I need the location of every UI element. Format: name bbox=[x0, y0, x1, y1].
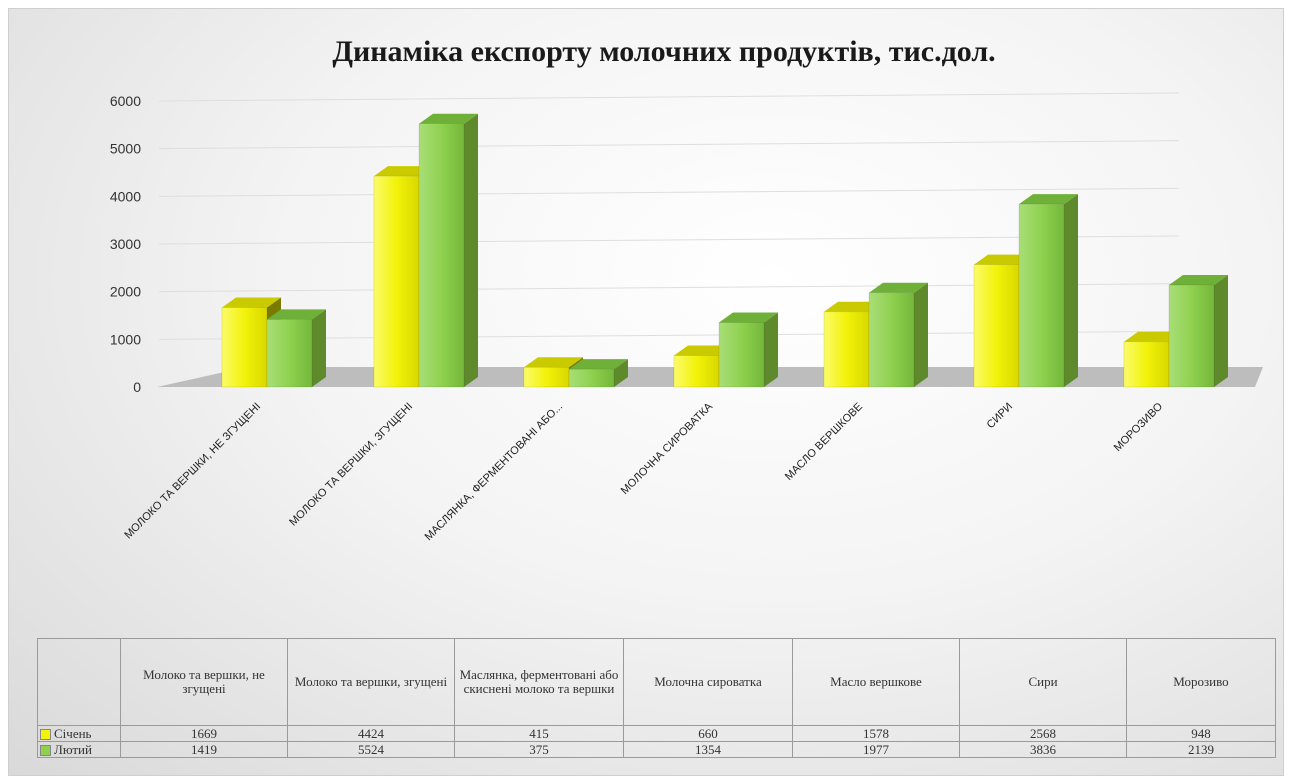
bar-top bbox=[1019, 194, 1078, 205]
bar-side bbox=[1064, 194, 1078, 387]
chart-frame: Динаміка експорту молочних продуктів, ти… bbox=[8, 8, 1284, 776]
table-corner bbox=[37, 638, 121, 726]
table-cell: 1669 bbox=[120, 725, 288, 742]
table-cell: 415 bbox=[454, 725, 624, 742]
table-row-lyutyi: Лютий 1419 5524 375 1354 1977 3836 2139 bbox=[37, 741, 1276, 758]
legend-entry-sichen: Січень bbox=[37, 725, 121, 742]
x-tick-label: МАСЛЯНКА, ФЕРМЕНТОВАНІ АБО... bbox=[423, 401, 565, 543]
chart-title: Динаміка експорту молочних продуктів, ти… bbox=[332, 35, 995, 68]
legend-label: Січень bbox=[54, 725, 92, 741]
bar bbox=[373, 175, 420, 388]
bar-top bbox=[719, 312, 778, 323]
bar-top bbox=[824, 301, 883, 312]
bar-top bbox=[524, 357, 583, 368]
bar-top bbox=[674, 345, 733, 356]
bar-top bbox=[569, 359, 628, 370]
chart-plot: Динаміка експорту молочних продуктів, ти… bbox=[110, 35, 1263, 543]
bar-side bbox=[1214, 275, 1228, 387]
bar-top bbox=[1169, 275, 1228, 286]
table-header-cell: Молоко та вершки, не згущені bbox=[120, 638, 288, 726]
table-header-cell: Масло вершкове bbox=[792, 638, 960, 726]
gridline bbox=[158, 140, 1180, 150]
table-row-sichen: Січень 1669 4424 415 660 1578 2568 948 bbox=[37, 725, 1276, 742]
bar-top bbox=[974, 254, 1033, 265]
bar-side bbox=[914, 282, 928, 387]
table-cell: 3836 bbox=[959, 741, 1127, 758]
table-cell: 2568 bbox=[959, 725, 1127, 742]
table-header-cell: Сири bbox=[959, 638, 1127, 726]
bar-side bbox=[312, 309, 326, 387]
table-cell: 660 bbox=[623, 725, 793, 742]
y-tick-label: 1000 bbox=[110, 331, 141, 347]
y-tick-label: 6000 bbox=[110, 93, 141, 109]
bar bbox=[1018, 203, 1065, 388]
bar-side bbox=[464, 113, 478, 387]
bar bbox=[823, 311, 870, 388]
bar bbox=[221, 307, 268, 388]
bar-top bbox=[869, 282, 928, 293]
table-header-cell: Молоко та вершки, згущені bbox=[287, 638, 455, 726]
table-cell: 948 bbox=[1126, 725, 1276, 742]
bar-top bbox=[419, 113, 478, 124]
legend-label: Лютий bbox=[54, 741, 92, 757]
bar-top bbox=[222, 297, 281, 308]
y-tick-label: 3000 bbox=[110, 236, 141, 252]
bar bbox=[418, 123, 465, 388]
bar bbox=[523, 366, 570, 388]
gridline bbox=[158, 187, 1180, 197]
table-cell: 1354 bbox=[623, 741, 793, 758]
bar-top bbox=[1124, 331, 1183, 342]
table-cell: 2139 bbox=[1126, 741, 1276, 758]
table-cell: 1419 bbox=[120, 741, 288, 758]
bar bbox=[973, 264, 1020, 388]
legend-key-green bbox=[40, 745, 51, 757]
bar bbox=[568, 368, 615, 388]
x-tick-label: МАСЛО ВЕРШКОВЕ bbox=[783, 401, 865, 483]
y-tick-label: 2000 bbox=[110, 284, 141, 300]
table-cell: 5524 bbox=[287, 741, 455, 758]
bar bbox=[718, 322, 765, 388]
x-tick-label: МОЛОЧНА СИРОВАТКА bbox=[619, 400, 716, 497]
table-header-cell: Молочна сироватка bbox=[623, 638, 793, 726]
data-table: Молоко та вершки, не згущені Молоко та в… bbox=[37, 638, 1276, 758]
bar bbox=[673, 355, 720, 388]
bar-side bbox=[764, 312, 778, 387]
x-tick-label: СИРИ bbox=[985, 401, 1015, 431]
gridline bbox=[158, 235, 1180, 245]
y-tick-label: 5000 bbox=[110, 141, 141, 157]
bar bbox=[266, 319, 313, 388]
x-tick-label: МОЛОКО ТА ВЕРШКИ, НЕ ЗГУЩЕНІ bbox=[122, 401, 263, 542]
bar-top bbox=[267, 309, 326, 320]
x-tick-label: МОЛОКО ТА ВЕРШКИ, ЗГУЩЕНІ bbox=[287, 401, 415, 529]
y-tick-label: 0 bbox=[133, 379, 141, 395]
table-cell: 375 bbox=[454, 741, 624, 758]
y-tick-label: 4000 bbox=[110, 188, 141, 204]
bar bbox=[1123, 341, 1170, 388]
bar bbox=[1168, 284, 1215, 388]
bar-side bbox=[614, 359, 628, 387]
table-cell: 1578 bbox=[792, 725, 960, 742]
legend-key-yellow bbox=[40, 729, 51, 741]
table-header-cell: Маслянка, ферментовані або скиснені моло… bbox=[454, 638, 624, 726]
table-cell: 4424 bbox=[287, 725, 455, 742]
bar-top bbox=[374, 166, 433, 177]
x-tick-label: МОРОЗИВО bbox=[1112, 400, 1166, 454]
bar bbox=[868, 292, 915, 388]
gridline bbox=[158, 92, 1180, 102]
table-header-cell: Морозиво bbox=[1126, 638, 1276, 726]
table-cell: 1977 bbox=[792, 741, 960, 758]
legend-entry-lyutyi: Лютий bbox=[37, 741, 121, 758]
table-header-row: Молоко та вершки, не згущені Молоко та в… bbox=[37, 638, 1276, 726]
